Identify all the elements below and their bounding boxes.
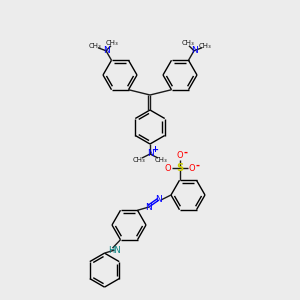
Text: S: S bbox=[176, 163, 183, 173]
Text: -: - bbox=[184, 147, 188, 157]
Text: CH₃: CH₃ bbox=[199, 43, 212, 49]
Text: +: + bbox=[152, 146, 158, 154]
Text: HN: HN bbox=[108, 246, 121, 255]
Text: N: N bbox=[146, 202, 152, 211]
Text: N: N bbox=[156, 196, 162, 205]
Text: N: N bbox=[147, 149, 153, 158]
Text: -: - bbox=[196, 160, 200, 170]
Text: CH₃: CH₃ bbox=[88, 43, 101, 49]
Text: CH₃: CH₃ bbox=[106, 40, 118, 46]
Text: N: N bbox=[103, 46, 110, 55]
Text: O: O bbox=[188, 164, 195, 173]
Text: CH₃: CH₃ bbox=[182, 40, 194, 46]
Text: O: O bbox=[176, 151, 183, 160]
Text: CH₃: CH₃ bbox=[154, 157, 167, 163]
Text: CH₃: CH₃ bbox=[133, 157, 146, 163]
Text: N: N bbox=[190, 46, 197, 55]
Text: O: O bbox=[164, 164, 171, 173]
